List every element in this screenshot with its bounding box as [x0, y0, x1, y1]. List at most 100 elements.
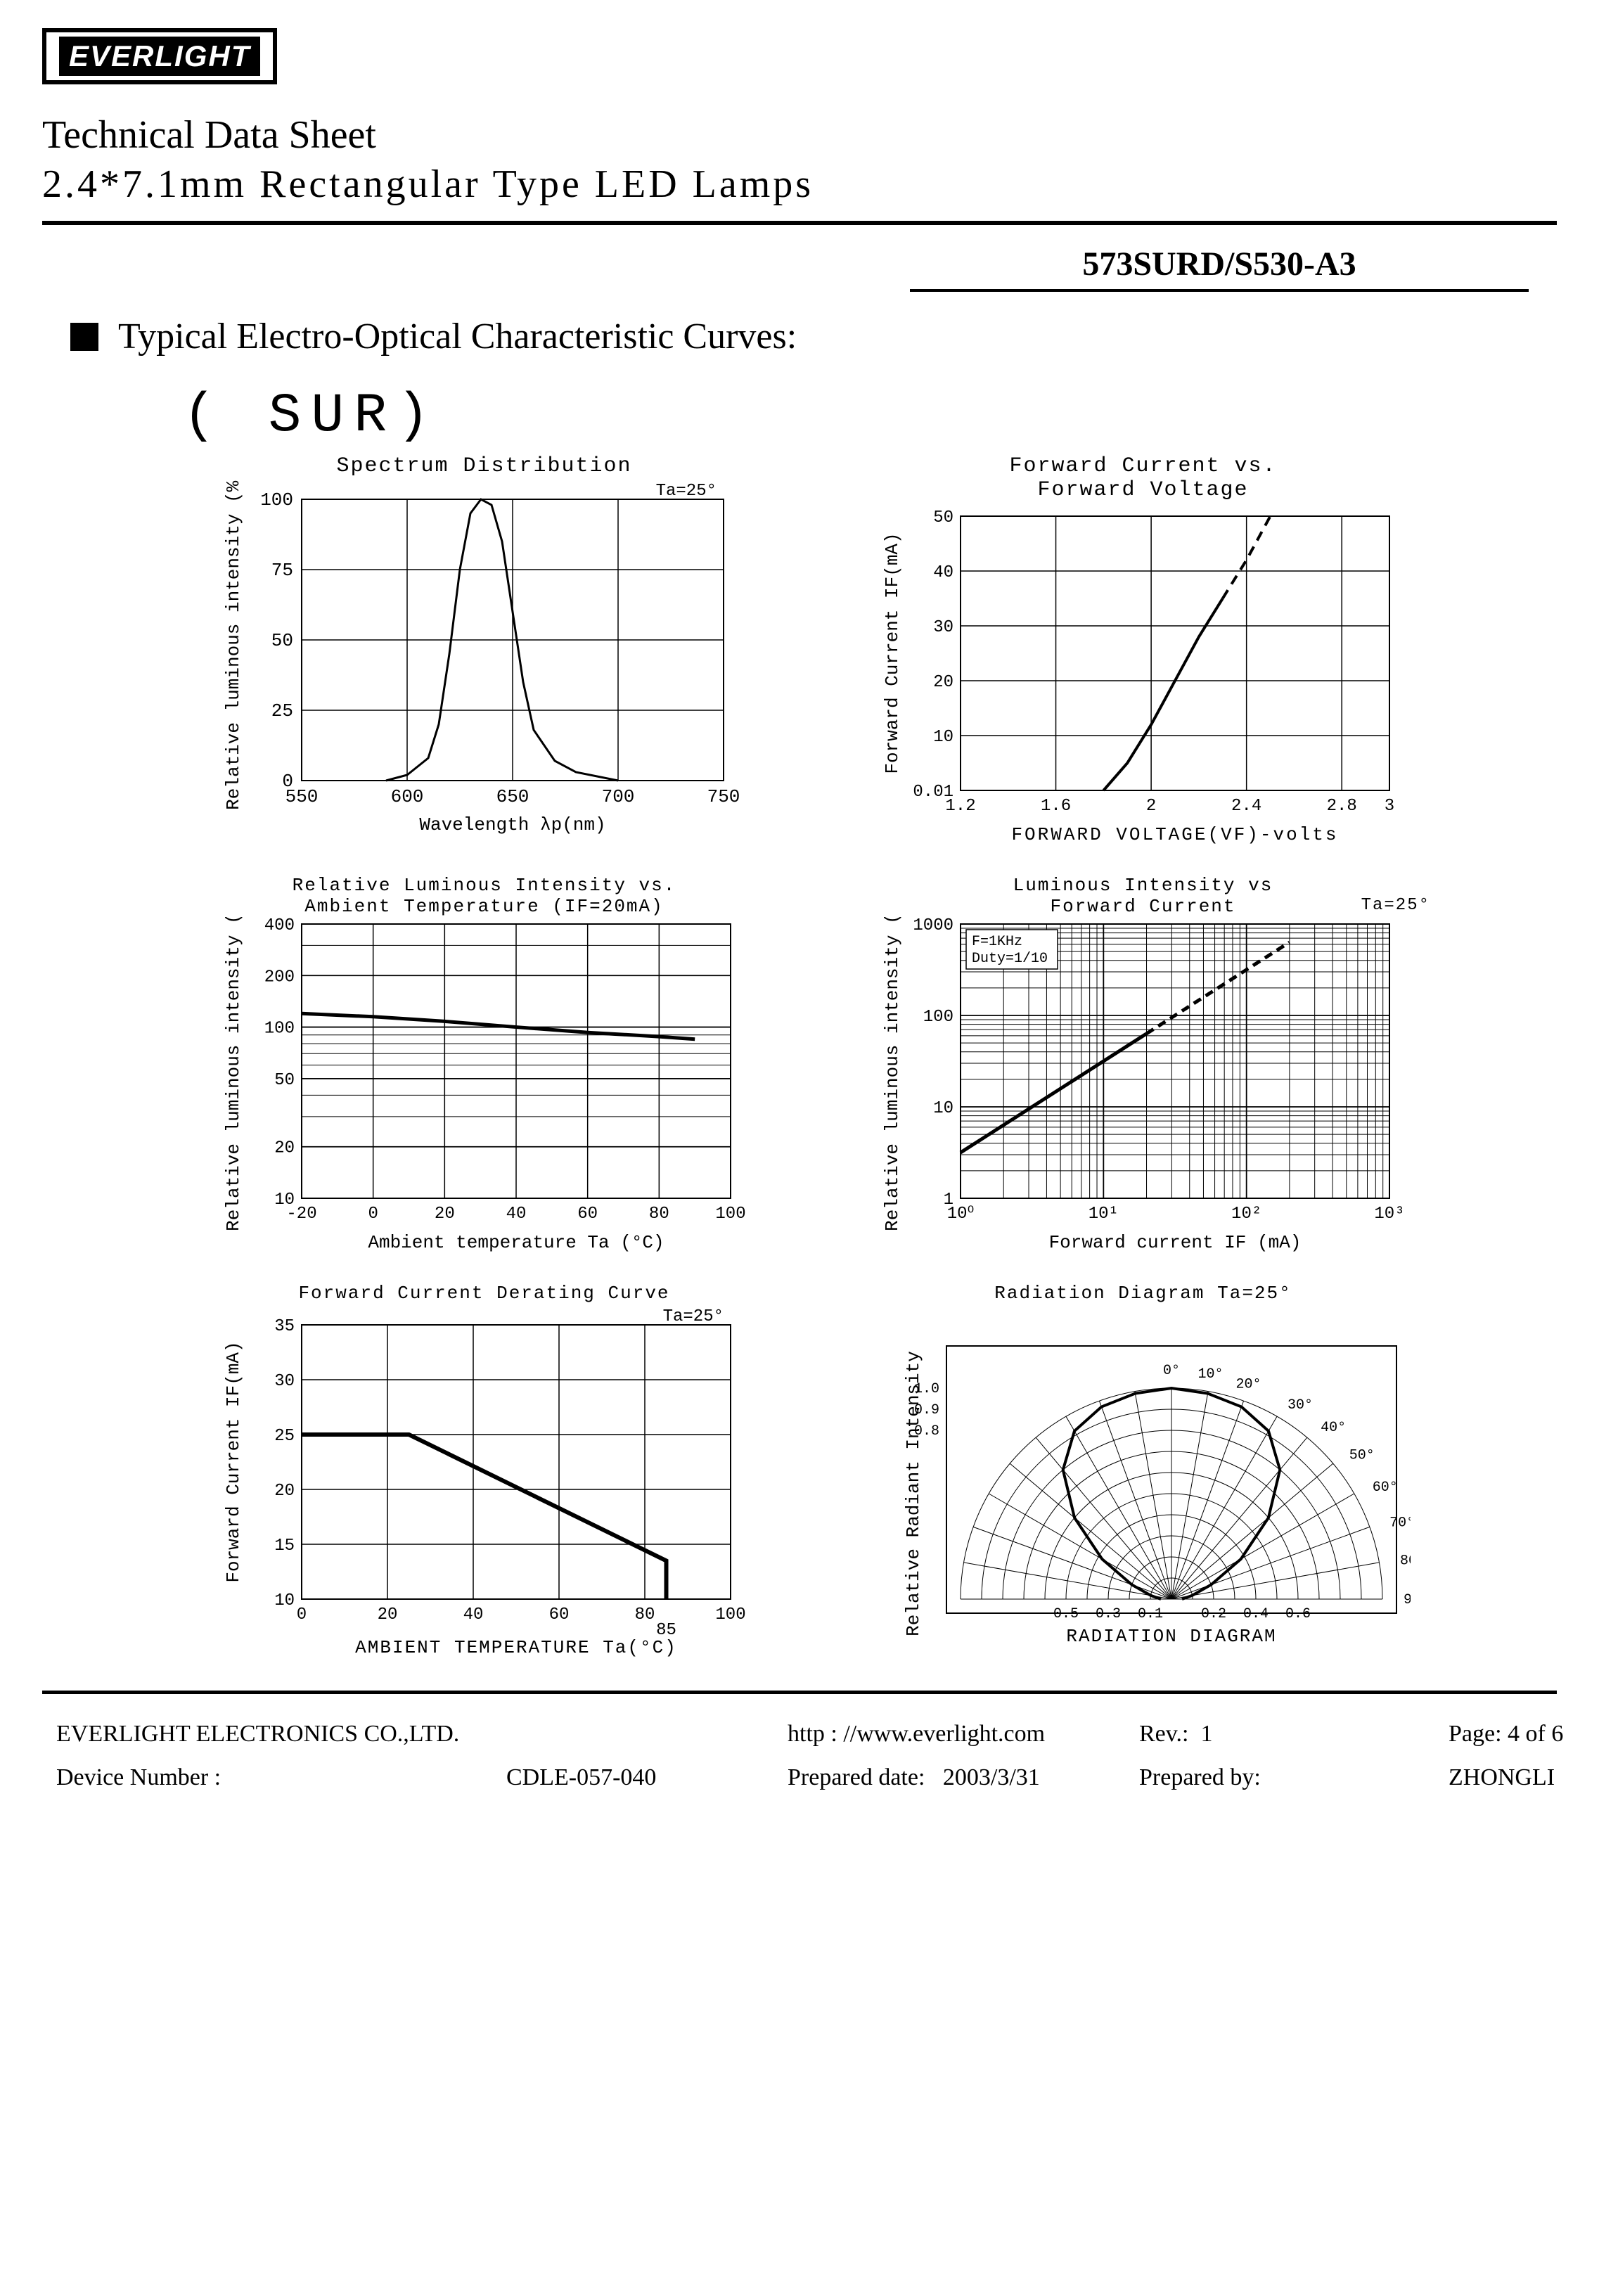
svg-text:70°: 70° — [1389, 1515, 1411, 1532]
svg-text:400: 400 — [264, 917, 294, 935]
svg-text:20: 20 — [933, 673, 953, 692]
page-subtitle: 2.4*7.1mm Rectangular Type LED Lamps — [42, 162, 1557, 207]
footer-prepdate: 2003/3/31 — [943, 1764, 1040, 1790]
svg-text:40: 40 — [933, 563, 953, 582]
svg-text:50°: 50° — [1349, 1447, 1374, 1463]
svg-text:0: 0 — [296, 1605, 306, 1624]
svg-text:0.01: 0.01 — [913, 783, 953, 802]
footer-company: EVERLIGHT ELECTRONICS CO.,LTD. — [56, 1721, 492, 1747]
chart-temp-title1: Relative Luminous Intensity vs. — [183, 875, 785, 896]
svg-text:3: 3 — [1384, 797, 1394, 816]
svg-text:AMBIENT TEMPERATURE Ta(°C): AMBIENT TEMPERATURE Ta(°C) — [355, 1637, 677, 1658]
svg-text:20: 20 — [434, 1205, 454, 1224]
chart-radiation-title: Radiation Diagram Ta=25° — [842, 1283, 1444, 1304]
svg-text:0.3: 0.3 — [1095, 1606, 1120, 1622]
svg-text:Relative luminous intensity (%: Relative luminous intensity (%) — [223, 478, 244, 810]
footer-rev: 1 — [1201, 1721, 1213, 1747]
svg-text:RADIATION DIAGRAM: RADIATION DIAGRAM — [1066, 1626, 1276, 1647]
svg-text:Ambient temperature Ta (°C): Ambient temperature Ta (°C) — [368, 1232, 664, 1253]
svg-text:20: 20 — [274, 1139, 295, 1158]
svg-text:750: 750 — [707, 786, 740, 807]
svg-text:Relative luminous intensity (%: Relative luminous intensity (%) — [882, 917, 903, 1231]
svg-text:0: 0 — [282, 771, 293, 792]
svg-text:F=1KHz: F=1KHz — [972, 934, 1022, 950]
svg-text:1: 1 — [943, 1191, 953, 1210]
svg-text:2.4: 2.4 — [1231, 797, 1261, 816]
logo-box: EVERLIGHT — [42, 28, 277, 84]
svg-text:0.2: 0.2 — [1200, 1606, 1226, 1622]
divider-bottom — [42, 1691, 1557, 1694]
svg-text:60°: 60° — [1372, 1480, 1397, 1496]
footer-url: http : //www.everlight.com — [788, 1721, 1125, 1747]
svg-text:75: 75 — [271, 560, 293, 581]
svg-text:10: 10 — [933, 1099, 953, 1118]
svg-text:0°: 0° — [1162, 1363, 1179, 1379]
svg-text:100: 100 — [264, 1020, 294, 1039]
svg-text:0.5: 0.5 — [1053, 1606, 1078, 1622]
chart-spectrum: Spectrum Distribution 550600650700750025… — [183, 454, 785, 854]
svg-text:10: 10 — [933, 728, 953, 747]
svg-text:80°: 80° — [1399, 1553, 1410, 1569]
svg-text:35: 35 — [274, 1317, 295, 1336]
svg-text:Relative Radiant Intensity: Relative Radiant Intensity — [903, 1351, 924, 1636]
chart-derating: Forward Current Derating Curve 0 20 40 60 80… — [183, 1283, 785, 1662]
footer-page: Page: 4 of 6 — [1449, 1721, 1599, 1747]
chart-if-ta: Ta=25° — [1361, 896, 1430, 915]
svg-text:60: 60 — [577, 1205, 598, 1224]
svg-text:80: 80 — [634, 1605, 655, 1624]
svg-text:10¹: 10¹ — [1088, 1205, 1118, 1224]
svg-text:100: 100 — [923, 1008, 953, 1027]
chart-temp-title2: Ambient Temperature (IF=20mA) — [183, 896, 785, 917]
svg-text:2.8: 2.8 — [1326, 797, 1356, 816]
svg-text:10²: 10² — [1231, 1205, 1261, 1224]
svg-text:50: 50 — [271, 630, 293, 651]
svg-text:1000: 1000 — [913, 917, 953, 935]
svg-text:30°: 30° — [1287, 1397, 1313, 1413]
section-bullet-icon — [70, 323, 98, 351]
svg-text:10: 10 — [274, 1191, 295, 1210]
svg-text:100: 100 — [715, 1205, 745, 1224]
svg-text:60: 60 — [548, 1605, 569, 1624]
svg-text:50: 50 — [274, 1071, 295, 1090]
svg-text:25: 25 — [271, 700, 293, 721]
chart-if: Luminous Intensity vs Forward Current Ta… — [842, 875, 1444, 1262]
svg-text:650: 650 — [496, 786, 529, 807]
divider-top — [42, 221, 1557, 225]
svg-text:10°: 10° — [1197, 1366, 1223, 1383]
footer-device: CDLE-057-040 — [506, 1764, 773, 1791]
footer-prepdate-label: Prepared date: — [788, 1764, 925, 1790]
chart-temp: Relative Luminous Intensity vs. Ambient … — [183, 875, 785, 1262]
svg-text:20: 20 — [274, 1482, 295, 1501]
chart-if-title1: Luminous Intensity vs — [842, 875, 1444, 896]
svg-text:0: 0 — [368, 1205, 378, 1224]
footer-prepby-label: Prepared by: — [1139, 1764, 1434, 1791]
svg-text:100: 100 — [260, 489, 293, 511]
sur-label: ( SUR) — [183, 385, 1557, 447]
svg-text:2: 2 — [1145, 797, 1155, 816]
svg-text:Ta=25°: Ta=25° — [662, 1307, 723, 1326]
svg-text:Duty=1/10: Duty=1/10 — [972, 951, 1048, 967]
chart-radiation: Radiation Diagram Ta=25° 0°10°20°30°40°5… — [842, 1283, 1444, 1662]
svg-text:Wavelength λp(nm): Wavelength λp(nm) — [419, 814, 605, 835]
footer-device-label: Device Number : — [56, 1764, 492, 1791]
chart-iv: Forward Current vs. Forward Voltage 1.21… — [842, 454, 1444, 854]
svg-text:40: 40 — [463, 1605, 483, 1624]
svg-text:40°: 40° — [1321, 1420, 1346, 1436]
svg-text:90°: 90° — [1404, 1592, 1411, 1608]
chart-derating-title: Forward Current Derating Curve — [183, 1283, 785, 1304]
svg-text:600: 600 — [390, 786, 423, 807]
svg-text:10: 10 — [274, 1591, 295, 1610]
svg-text:0.1: 0.1 — [1137, 1606, 1162, 1622]
svg-text:Ta=25°: Ta=25° — [655, 482, 716, 501]
footer-prepby: ZHONGLI — [1449, 1764, 1599, 1791]
footer: EVERLIGHT ELECTRONICS CO.,LTD. http : //… — [42, 1700, 1557, 1791]
section-title: Typical Electro-Optical Characteristic C… — [118, 316, 797, 357]
svg-text:Forward Current IF(mA): Forward Current IF(mA) — [882, 532, 903, 774]
chart-if-title2: Forward Current Ta=25° — [842, 896, 1444, 917]
svg-text:30: 30 — [933, 618, 953, 637]
svg-text:Forward current IF (mA): Forward current IF (mA) — [1048, 1232, 1301, 1253]
svg-text:10³: 10³ — [1374, 1205, 1404, 1224]
svg-text:700: 700 — [601, 786, 634, 807]
svg-text:15: 15 — [274, 1537, 295, 1556]
svg-text:25: 25 — [274, 1427, 295, 1446]
